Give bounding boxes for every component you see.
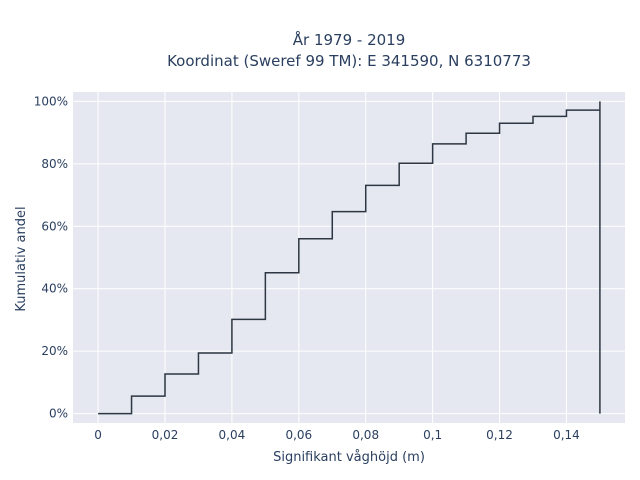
- x-tick-label: 0,12: [486, 428, 513, 442]
- y-tick-label: 20%: [41, 344, 68, 358]
- plot-area: [73, 92, 625, 423]
- cumulative-step-line: [98, 101, 601, 415]
- x-tick-label: 0,08: [352, 428, 379, 442]
- x-tick-label: 0,04: [219, 428, 246, 442]
- x-tick-label: 0,02: [152, 428, 179, 442]
- y-axis-title: Kumulativ andel: [14, 206, 29, 311]
- y-tick-label: 60%: [41, 219, 68, 233]
- x-tick-label: 0,14: [553, 428, 580, 442]
- chart-title-line-2: Koordinat (Sweref 99 TM): E 341590, N 63…: [167, 52, 531, 70]
- y-tick-label: 40%: [41, 282, 68, 296]
- x-tick-label: 0: [94, 428, 102, 442]
- y-tick-label: 80%: [41, 157, 68, 171]
- y-tick-label: 100%: [34, 94, 68, 108]
- y-tick-label: 0%: [49, 407, 68, 421]
- x-axis-ticks: 0 0,02 0,04 0,06 0,08 0,1 0,12 0,14: [94, 428, 580, 442]
- x-tick-label: 0,1: [423, 428, 442, 442]
- chart-title-line-1: År 1979 - 2019: [293, 30, 406, 49]
- x-tick-label: 0,06: [285, 428, 312, 442]
- y-axis-ticks: 0% 20% 40% 60% 80% 100%: [34, 94, 68, 420]
- x-axis-title: Signifikant våghöjd (m): [273, 450, 425, 465]
